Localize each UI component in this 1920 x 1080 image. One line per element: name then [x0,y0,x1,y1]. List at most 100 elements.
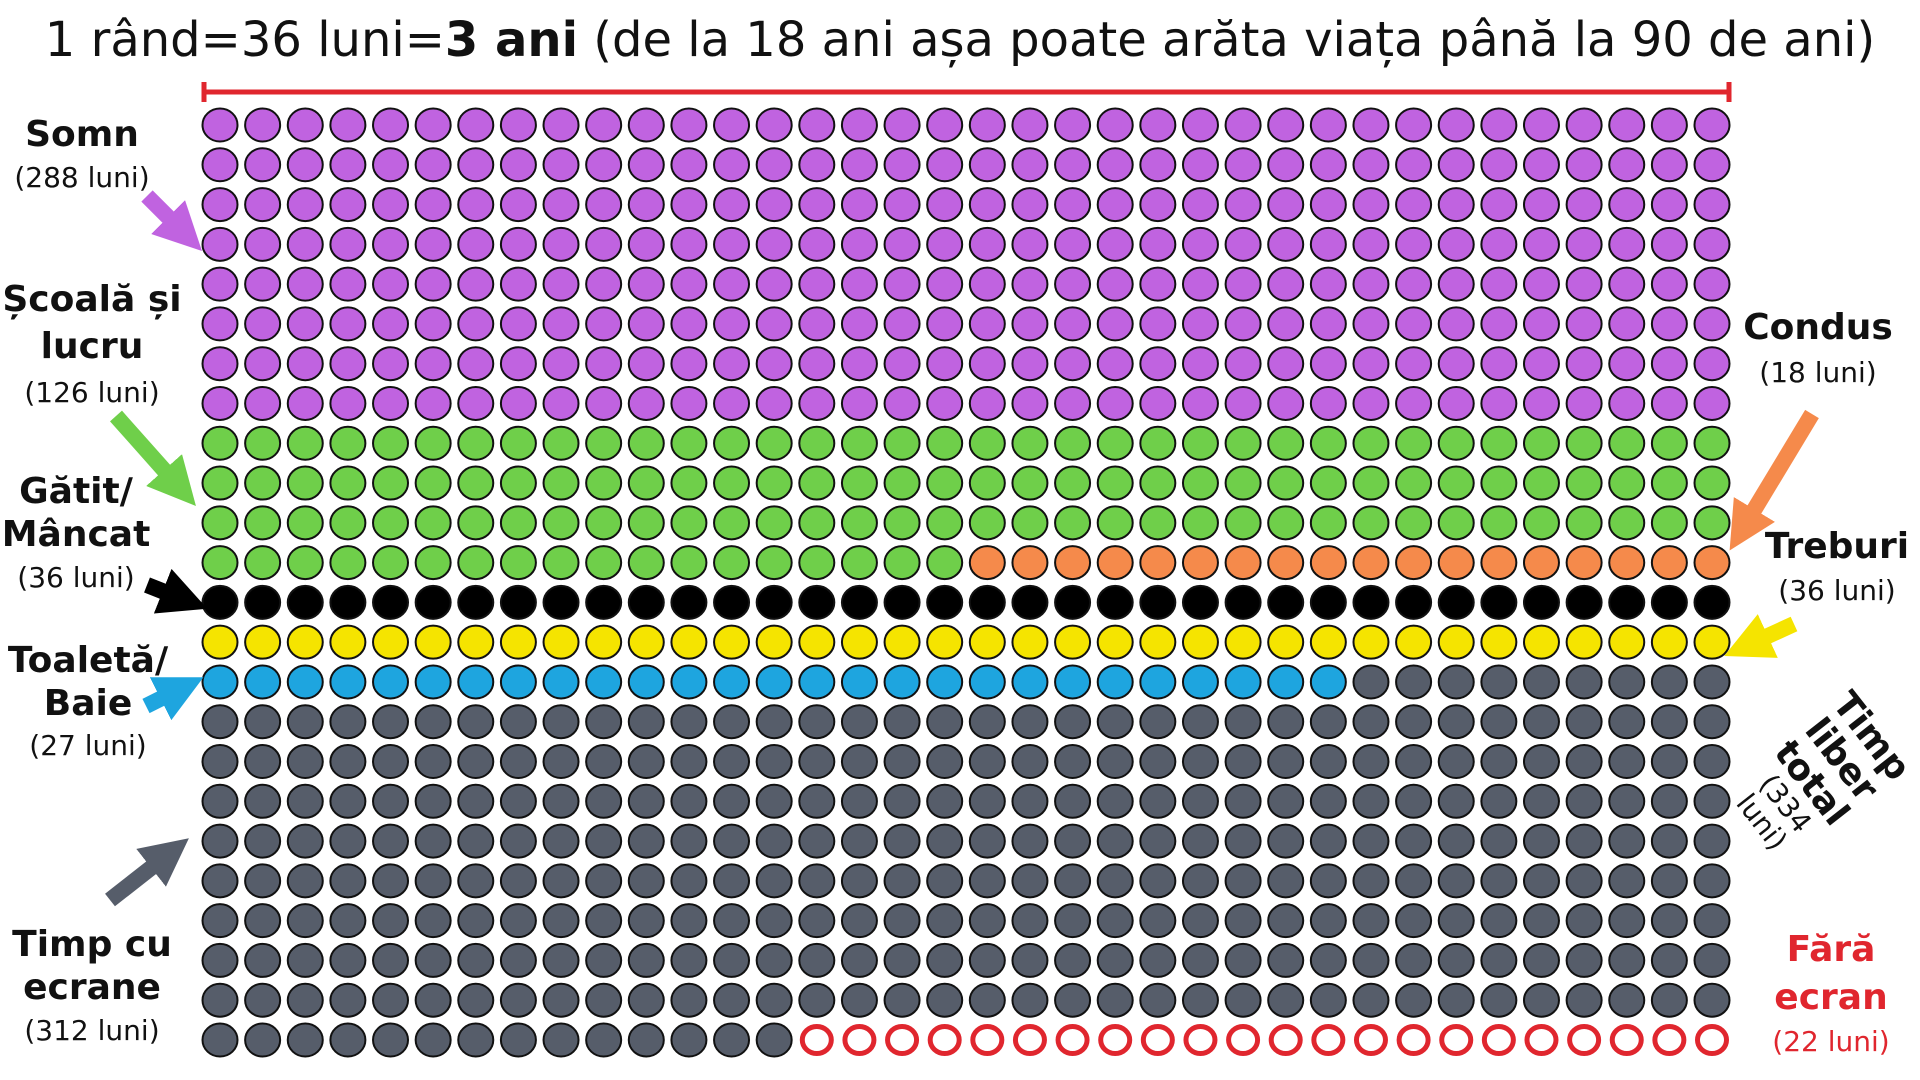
cell-somn [1309,187,1347,223]
cell-somn [1565,226,1603,262]
label-treburi-count: (36 luni) [1778,574,1896,607]
cell-somn [1309,346,1347,382]
cell-treburi [1565,624,1603,660]
cell-somn [1309,147,1347,183]
cell-timp-cu-ecrane [1693,823,1731,859]
cell-timp-cu-ecrane [1565,664,1603,700]
cell-timp-cu-ecrane [926,982,964,1018]
cell-condus [1395,545,1433,581]
cell-toaletă-baie [798,664,836,700]
cell-somn [1267,266,1305,302]
cell-somn [670,306,708,342]
cell-treburi [627,624,665,660]
cell-timp-cu-ecrane [286,704,324,740]
cell-timp-cu-ecrane [840,744,878,780]
cell-timp-cu-ecrane [1139,982,1177,1018]
cell-gătit-mâncat [1565,584,1603,620]
cell-timp-cu-ecrane [1650,982,1688,1018]
cell-somn [755,346,793,382]
cell-somn [670,226,708,262]
cell-condus [1139,545,1177,581]
cell-timp-cu-ecrane [1309,942,1347,978]
cell-gătit-mâncat [755,584,793,620]
cell-somn [542,306,580,342]
cell-școală-și-lucru [244,425,282,461]
cell-fără-ecran [1183,1024,1218,1056]
cell-somn [457,107,495,143]
cell-somn [1693,385,1731,421]
cell-timp-cu-ecrane [798,942,836,978]
cell-somn [499,187,537,223]
cell-timp-cu-ecrane [670,1022,708,1058]
cell-școală-și-lucru [1395,425,1433,461]
cell-fără-ecran [1439,1024,1474,1056]
cell-timp-cu-ecrane [1054,903,1092,939]
cell-toaletă-baie [244,664,282,700]
cell-timp-cu-ecrane [1565,942,1603,978]
cell-timp-cu-ecrane [840,823,878,859]
cell-școală-și-lucru [372,505,410,541]
cell-somn [1608,346,1646,382]
cell-școală-și-lucru [883,465,921,501]
cell-toaletă-baie [1011,664,1049,700]
cell-fără-ecran [1524,1024,1559,1056]
cell-școală-și-lucru [1054,505,1092,541]
cell-timp-cu-ecrane [926,823,964,859]
cell-gătit-mâncat [1267,584,1305,620]
cell-timp-cu-ecrane [713,942,751,978]
cell-școală-și-lucru [1309,425,1347,461]
cell-somn [840,266,878,302]
cell-toaletă-baie [627,664,665,700]
cell-somn [713,187,751,223]
cell-timp-cu-ecrane [499,863,537,899]
cell-somn [1054,266,1092,302]
cell-timp-cu-ecrane [244,1022,282,1058]
cell-timp-cu-ecrane [286,744,324,780]
cell-somn [1693,107,1731,143]
cell-timp-cu-ecrane [1054,783,1092,819]
cell-somn [1480,306,1518,342]
cell-somn [1395,226,1433,262]
cell-somn [627,385,665,421]
cell-timp-cu-ecrane [1054,982,1092,1018]
cell-somn [840,147,878,183]
cell-gătit-mâncat [713,584,751,620]
cell-somn [883,147,921,183]
cell-timp-cu-ecrane [329,863,367,899]
cell-gătit-mâncat [1693,584,1731,620]
cell-timp-cu-ecrane [585,982,623,1018]
cell-timp-cu-ecrane [499,744,537,780]
cell-somn [1480,187,1518,223]
cell-școală-și-lucru [968,425,1006,461]
cell-gătit-mâncat [1096,584,1134,620]
cell-școală-și-lucru [585,425,623,461]
cell-somn [329,266,367,302]
cell-somn [670,346,708,382]
cell-școală-și-lucru [798,505,836,541]
cell-timp-cu-ecrane [1011,903,1049,939]
cell-gătit-mâncat [499,584,537,620]
cell-timp-cu-ecrane [1608,783,1646,819]
cell-somn [883,346,921,382]
cell-somn [627,346,665,382]
cell-timp-cu-ecrane [329,982,367,1018]
cell-școală-și-lucru [1139,465,1177,501]
cell-somn [542,385,580,421]
arrow-condus [1729,409,1819,551]
cell-somn [1139,187,1177,223]
cell-toaletă-baie [1267,664,1305,700]
cell-somn [329,346,367,382]
cell-timp-cu-ecrane [670,823,708,859]
cell-somn [1480,147,1518,183]
cell-școală-și-lucru [1096,425,1134,461]
cell-timp-cu-ecrane [244,744,282,780]
cell-somn [1437,266,1475,302]
cell-fără-ecran [1481,1024,1516,1056]
cell-somn [1011,306,1049,342]
cell-somn [372,346,410,382]
cell-somn [1565,346,1603,382]
cell-timp-cu-ecrane [1267,704,1305,740]
cell-somn [542,346,580,382]
cell-timp-cu-ecrane [713,783,751,819]
cell-școală-și-lucru [1608,465,1646,501]
